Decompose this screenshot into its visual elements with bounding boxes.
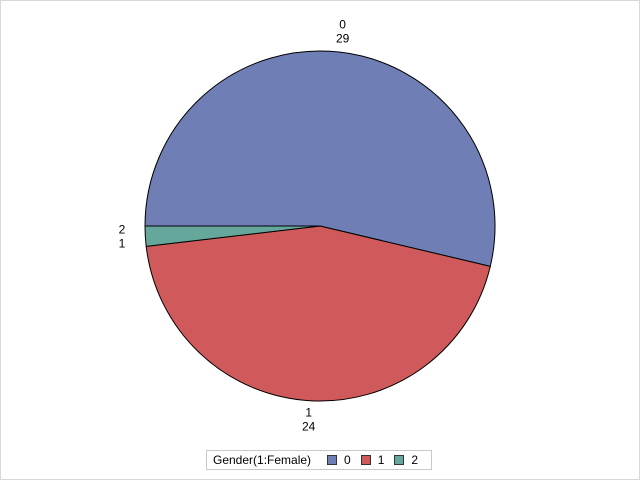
legend: Gender(1:Female) 0 1 2 (206, 450, 432, 470)
slice-label-1: 1 (305, 406, 312, 420)
pie-slice-2 (144, 225, 321, 247)
legend-label-0: 0 (344, 453, 351, 467)
slice-value-1: 24 (302, 420, 316, 434)
slice-label-2: 2 (119, 222, 126, 236)
pie-slice-0 (144, 50, 496, 267)
legend-item-1: 1 (360, 453, 385, 467)
slice-label-0: 0 (339, 17, 346, 31)
legend-swatch-0 (327, 455, 338, 465)
legend-item-2: 2 (394, 453, 418, 467)
legend-title: Gender(1:Female) (213, 453, 312, 467)
legend-swatch-2 (394, 455, 405, 465)
legend-item-0: 0 (327, 453, 351, 467)
slice-value-0: 29 (336, 31, 350, 45)
slice-value-2: 1 (119, 236, 126, 250)
legend-label-2: 2 (411, 453, 419, 467)
pie-slice-1 (145, 225, 491, 402)
legend-label-1: 1 (377, 453, 385, 467)
legend-swatch-1 (360, 455, 371, 465)
